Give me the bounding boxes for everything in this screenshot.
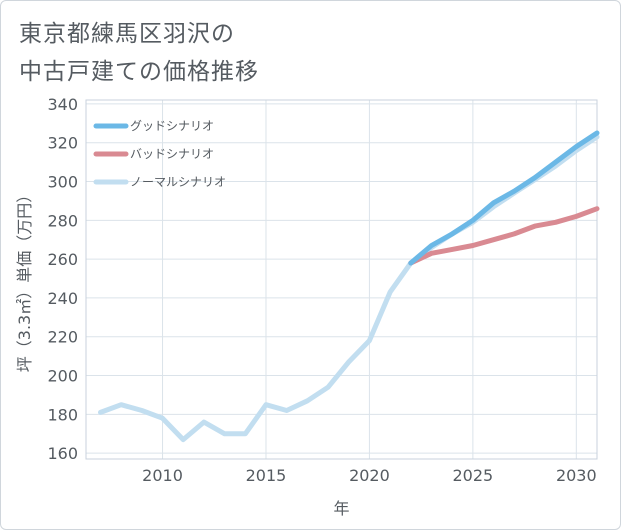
x-tick-label: 2030 xyxy=(556,466,597,485)
y-tick-label: 300 xyxy=(47,173,78,192)
legend-label: ノーマルシナリオ xyxy=(130,175,226,189)
y-tick-label: 260 xyxy=(47,250,78,269)
chart-title: 東京都練馬区羽沢の 中古戸建ての価格推移 xyxy=(19,15,259,91)
x-tick-labels: 2010 2015 2020 2025 2030 xyxy=(142,466,596,485)
grid-lines xyxy=(86,100,597,459)
plot-area xyxy=(85,99,598,460)
y-tick-labels: 160 180 200 220 240 260 280 300 320 340 xyxy=(47,95,78,463)
y-tick-label: 160 xyxy=(47,444,78,463)
y-axis-label: 坪（3.3㎡）単価（万円） xyxy=(15,187,34,372)
y-tick-label: 280 xyxy=(47,211,78,230)
x-axis-label: 年 xyxy=(333,499,349,518)
chart-title-line-2: 中古戸建ての価格推移 xyxy=(19,59,259,85)
series-line-1 xyxy=(408,130,600,266)
x-tick-label: 2015 xyxy=(246,466,287,485)
x-tick-label: 2025 xyxy=(453,466,494,485)
y-tick-label: 340 xyxy=(47,95,78,114)
y-tick-label: 220 xyxy=(47,328,78,347)
x-tick-label: 2020 xyxy=(349,466,390,485)
legend-label: バッドシナリオ xyxy=(130,147,214,161)
legend-label: グッドシナリオ xyxy=(130,119,214,133)
x-tick-label: 2010 xyxy=(142,466,183,485)
series-lines xyxy=(98,130,600,443)
series-line-2 xyxy=(408,206,600,266)
y-tick-label: 200 xyxy=(47,367,78,386)
y-tick-label: 320 xyxy=(47,134,78,153)
y-tick-label: 180 xyxy=(47,405,78,424)
y-tick-label: 240 xyxy=(47,289,78,308)
chart-title-line-1: 東京都練馬区羽沢の xyxy=(19,21,235,47)
